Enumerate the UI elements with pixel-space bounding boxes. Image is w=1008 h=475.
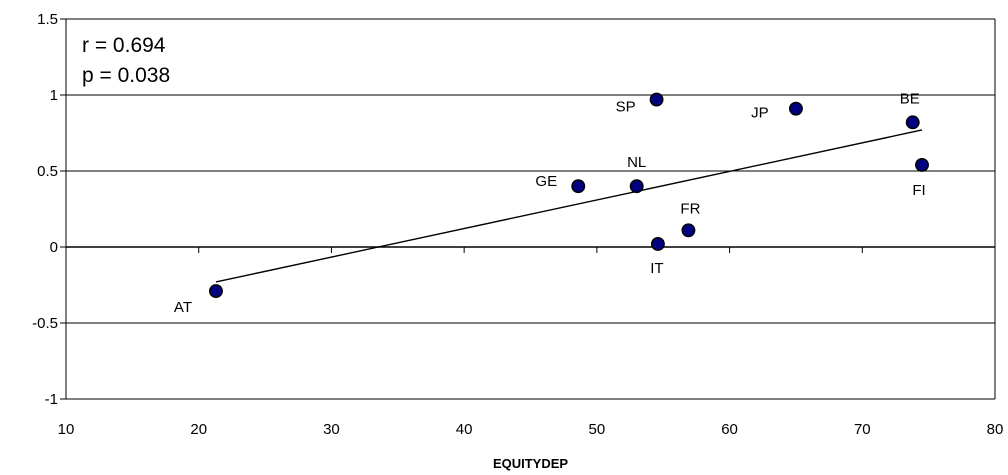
data-point-ge <box>571 179 586 194</box>
x-tick-label: 50 <box>589 421 606 438</box>
x-tick-label: 20 <box>190 421 207 438</box>
x-tick-label: 60 <box>721 421 738 438</box>
trendline <box>215 129 923 283</box>
data-point-it <box>650 237 665 251</box>
y-tick-label: 0.5 <box>37 163 58 180</box>
y-tick-label: 0 <box>50 239 58 256</box>
correlation-r-annotation: r = 0.694 <box>82 34 166 57</box>
x-axis-title: EQUITYDEP <box>493 456 568 471</box>
point-label-be: BE <box>900 90 920 107</box>
point-label-nl: NL <box>627 154 646 171</box>
y-tick-label: -0.5 <box>32 315 58 332</box>
x-tick-label: 80 <box>987 421 1004 438</box>
x-tick-label: 10 <box>58 421 75 438</box>
point-label-at: AT <box>174 299 192 316</box>
data-point-be <box>905 115 920 130</box>
point-label-ge: GE <box>535 173 557 190</box>
data-point-fr <box>681 223 696 238</box>
y-tick-label: -1 <box>45 391 58 408</box>
data-point-jp <box>788 101 803 116</box>
y-tick-label: 1 <box>50 87 58 104</box>
y-tick-label: 1.5 <box>37 11 58 28</box>
point-label-jp: JP <box>751 105 769 122</box>
data-point-sp <box>649 92 664 107</box>
point-label-it: IT <box>650 260 663 277</box>
data-point-at <box>209 284 223 299</box>
x-tick-label: 30 <box>323 421 340 438</box>
point-label-fr: FR <box>680 200 700 217</box>
point-label-sp: SP <box>616 99 636 116</box>
x-tick-label: 70 <box>854 421 871 438</box>
p-value-annotation: p = 0.038 <box>82 64 170 87</box>
data-point-fi <box>915 157 929 172</box>
data-point-nl <box>629 179 644 194</box>
x-tick-label: 40 <box>456 421 473 438</box>
point-label-fi: FI <box>912 182 925 199</box>
